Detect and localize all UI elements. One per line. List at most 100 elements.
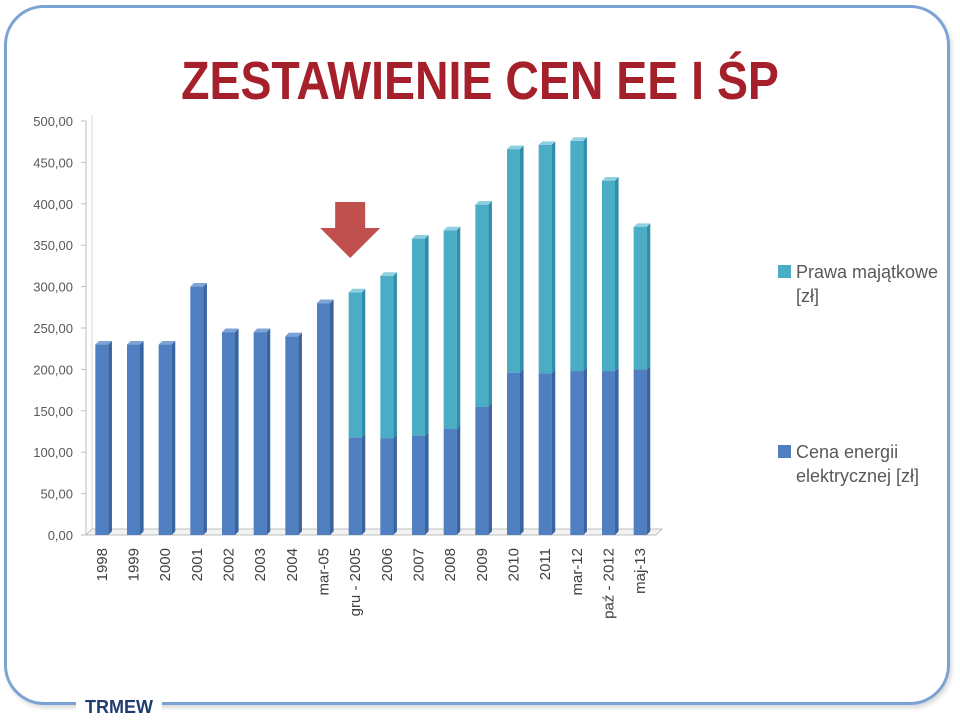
bar-energy <box>475 406 489 535</box>
x-tick-label: 1999 <box>126 548 143 581</box>
y-tick-label: 0,00 <box>48 528 73 543</box>
x-tick-label: maj-13 <box>632 548 649 594</box>
x-tick-label: 2004 <box>284 548 301 581</box>
bar-property <box>633 226 647 370</box>
bar-energy-top <box>317 299 334 304</box>
bar-energy-top <box>222 328 239 333</box>
bar-energy-side <box>520 369 524 535</box>
bar-energy-top <box>95 340 112 345</box>
bar-energy-top <box>190 283 207 287</box>
x-tick-label: 2003 <box>252 548 269 581</box>
bar-energy-side <box>393 434 397 535</box>
bar-property-top <box>412 234 429 239</box>
x-tick-label: 2010 <box>506 548 523 581</box>
bar-energy-side <box>140 340 144 535</box>
bar-property <box>507 149 520 373</box>
bar-property <box>475 204 489 407</box>
bar-property-side <box>456 226 461 430</box>
x-tick-label: 2002 <box>221 548 238 581</box>
y-tick-label: 300,00 <box>33 280 73 295</box>
bar-property-side <box>551 141 556 374</box>
bar-property-top <box>475 201 492 205</box>
x-tick-label: 2009 <box>474 548 491 581</box>
bar-energy <box>380 438 394 535</box>
x-tick-label: 2001 <box>189 548 206 581</box>
bar-property <box>412 238 425 436</box>
y-tick-label: 350,00 <box>33 238 73 253</box>
bar-energy-top <box>253 328 271 333</box>
bar-energy-side <box>171 340 176 535</box>
bar-property-top <box>570 137 587 141</box>
bar-energy-side <box>235 328 239 535</box>
bar-property <box>443 230 457 430</box>
bar-energy <box>570 371 584 535</box>
bar-energy-top <box>127 340 144 345</box>
bar-energy <box>443 429 457 535</box>
bar-energy <box>507 372 520 535</box>
bar-property-top <box>380 272 397 276</box>
bar-property-top <box>602 177 619 181</box>
bar-property-top <box>443 226 461 231</box>
x-tick-label: 1998 <box>94 548 111 581</box>
x-tick-label: 2011 <box>537 548 554 580</box>
bar-property-side <box>488 201 492 407</box>
y-tick-label: 500,00 <box>33 114 73 129</box>
y-tick-label: 150,00 <box>33 404 73 419</box>
bar-energy-side <box>615 367 619 535</box>
bar-energy-top <box>158 340 176 345</box>
bar-energy <box>222 332 235 535</box>
bar-property-top <box>538 141 556 146</box>
bar-energy <box>412 435 425 535</box>
footer-label: TRMEW <box>76 694 162 720</box>
legend-property-swatch <box>778 265 791 278</box>
legend-property-label: Prawa majątkowe [zł] <box>796 262 939 306</box>
x-tick-label: paź - 2012 <box>601 548 618 619</box>
x-tick-label: mar-12 <box>569 548 586 596</box>
bar-energy <box>317 303 330 535</box>
bar-energy-side <box>551 369 556 535</box>
bar-energy-side <box>425 432 429 535</box>
y-tick-label: 50,00 <box>40 487 73 502</box>
legend-energy-swatch <box>778 445 791 458</box>
bar-energy-side <box>646 365 651 535</box>
bar-energy-side <box>266 328 271 535</box>
bar-energy-side <box>203 283 207 535</box>
x-tick-label: gru - 2005 <box>347 548 364 616</box>
bar-energy-top <box>285 332 302 337</box>
bar-energy <box>348 437 362 535</box>
bar-energy <box>602 371 615 535</box>
bar-property <box>348 292 362 438</box>
x-tick-label: mar-05 <box>316 548 333 596</box>
bar-energy-side <box>298 332 302 535</box>
y-tick-label: 200,00 <box>33 362 73 377</box>
bar-property <box>380 275 394 439</box>
bar-energy <box>633 369 647 535</box>
y-tick-label: 250,00 <box>33 321 73 336</box>
bar-property-side <box>425 234 429 436</box>
bar-property-side <box>393 272 397 439</box>
bar-energy <box>538 373 552 535</box>
bar-energy <box>127 344 140 535</box>
slide-frame <box>4 5 950 705</box>
bar-property <box>570 140 584 372</box>
y-tick-label: 400,00 <box>33 197 73 212</box>
bar-energy-side <box>456 425 461 535</box>
bar-energy <box>253 332 267 535</box>
y-tick-label: 100,00 <box>33 445 73 460</box>
bar-energy-side <box>361 433 366 535</box>
y-tick-label: 450,00 <box>33 155 73 170</box>
bar-property-side <box>646 223 651 370</box>
bar-property-side <box>615 177 619 372</box>
bar-property-top <box>507 145 524 150</box>
bar-energy <box>285 336 299 535</box>
x-tick-label: 2008 <box>442 548 459 581</box>
bar-energy-side <box>488 403 492 535</box>
chart-title: ZESTAWIENIE CEN EE I ŚP <box>181 51 779 111</box>
legend-energy-label: Cena energii elektrycznej [zł] <box>796 442 920 486</box>
bar-property <box>538 145 552 374</box>
bar-energy-side <box>108 340 112 535</box>
bar-property <box>602 180 615 372</box>
x-tick-label: 2006 <box>379 548 396 581</box>
bar-energy <box>158 344 172 535</box>
